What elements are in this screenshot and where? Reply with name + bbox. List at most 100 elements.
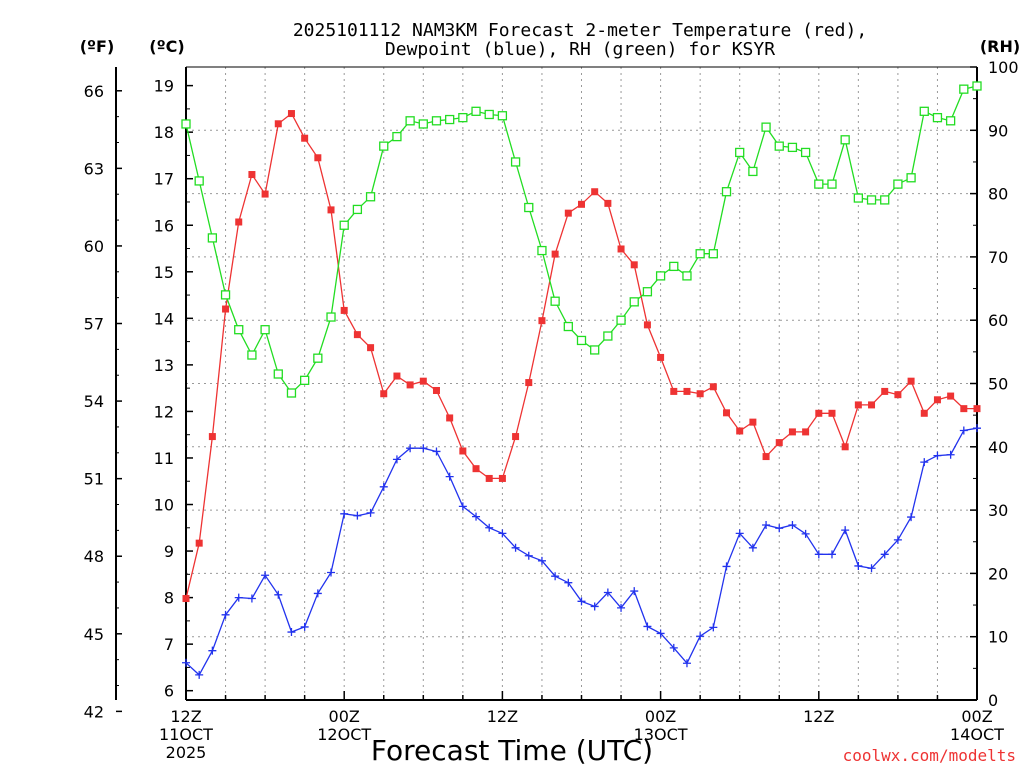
temperature-point [591,188,599,196]
fahrenheit-tick-label: 42 [84,702,104,721]
temperature-point [459,447,467,455]
temperature-point [749,418,757,426]
temperature-point [643,321,651,329]
temperature-point [353,331,361,339]
dewpoint-point [577,597,586,606]
rh-point [932,112,943,123]
rh-point [563,321,573,332]
dewpoint-point [498,529,507,538]
temperature-point [657,353,665,361]
rh-point [590,345,600,355]
dewpoint-point [933,451,942,460]
temperature-point [973,405,981,413]
temperature-point [551,250,559,258]
rh-point [194,176,204,186]
rh-point [181,119,191,129]
temperature-point [287,110,295,118]
dewpoint-point [234,593,243,602]
temperature-point [195,539,203,547]
dewpoint-point [419,444,428,453]
temperature-series [182,110,981,603]
dewpoint-point [445,472,454,481]
x-tick-label: 00Z [329,707,360,726]
dewpoint-point [775,524,784,533]
temperature-point [208,433,216,441]
dewpoint-point [406,444,415,453]
x-tick-label: 2025 [166,743,207,762]
dewpoint-point [261,571,270,580]
dewpoint-point [366,508,375,517]
rh-point [247,350,257,360]
rh-point [655,271,666,281]
dewpoint-point [762,520,771,529]
temperature-point [868,401,876,409]
temperature-point [301,134,309,142]
dewpoint-point [722,562,731,571]
dewpoint-point [656,629,665,638]
celsius-tick-label: 12 [154,402,174,421]
rh-point [972,81,982,91]
rh-point [524,202,534,213]
dewpoint-point [682,659,691,668]
celsius-tick-label: 14 [154,309,174,328]
data-series [181,81,982,679]
temperature-point [485,474,493,482]
dewpoint-point [300,622,309,631]
temperature-point [472,465,480,473]
x-tick-label: 12Z [170,707,201,726]
chart-title-line-1: 2025101112 NAM3KM Forecast 2-meter Tempe… [293,20,867,41]
rh-tick-label: 70 [988,248,1008,267]
temperature-point [512,433,520,441]
fahrenheit-tick-label: 51 [84,470,104,489]
fahrenheit-tick-label: 54 [84,392,104,411]
rh-point [365,192,376,202]
temperature-point [815,409,823,417]
rh-point [853,193,863,203]
rh-point [286,388,297,398]
celsius-tick-label: 16 [154,216,174,235]
temperature-point [327,206,335,214]
rh-point [273,369,283,379]
dewpoint-point [511,543,520,552]
rh-point [260,325,270,335]
rh-point [299,375,310,385]
rh-point [352,204,363,215]
temperature-point [841,443,849,451]
temperature-point [248,171,256,179]
rh-point [827,179,837,189]
x-tick-label: 11OCT [159,725,213,744]
rh-point [735,147,745,158]
temperature-point [802,428,810,436]
dewpoint-point [920,458,929,467]
rh-tick-label: 0 [988,691,998,710]
fahrenheit-tick-label: 48 [84,547,104,566]
dewpoint-point [221,610,230,619]
rh-point [642,287,653,297]
temperature-point [709,383,717,391]
rh-point [840,135,850,145]
x-tick-label: 12OCT [317,725,371,744]
temperature-point [419,377,427,385]
dewpoint-point [379,482,388,491]
temperature-point [432,386,440,394]
x-axis-title: Forecast Time (UTC) [371,734,653,767]
temperature-point [723,409,731,417]
temperature-point [564,209,572,217]
temperature-point [907,377,915,385]
rh-point [510,157,521,167]
dewpoint-point [893,535,902,544]
fahrenheit-tick-label: 45 [84,625,104,644]
dewpoint-point [880,550,889,559]
temperature-point [788,428,796,436]
rh-point [379,141,389,151]
rh-point [814,179,824,189]
rh-point [220,290,231,300]
rh-line [185,85,978,394]
dewpoint-point [907,513,916,522]
fahrenheit-unit-label: (ºF) [80,37,115,56]
dewpoint-point [669,643,678,652]
fahrenheit-tick-label: 63 [84,159,104,178]
dewpoint-point [867,564,876,573]
rh-point [576,335,587,346]
temperature-point [947,392,955,400]
